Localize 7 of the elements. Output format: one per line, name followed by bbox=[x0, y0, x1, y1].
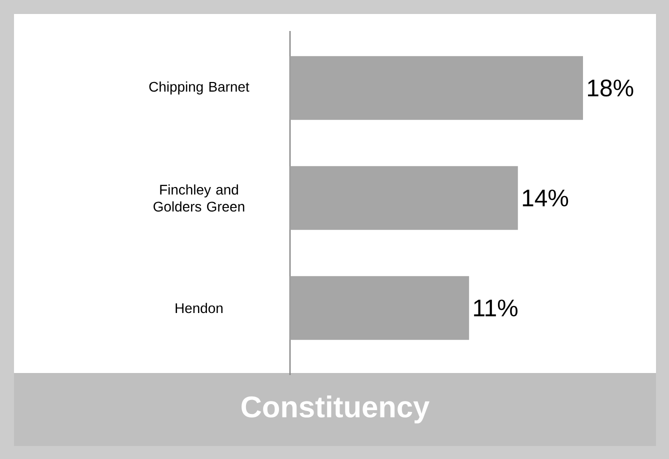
text: Constituency bbox=[242, 396, 430, 424]
y-tick-label: Hendon bbox=[176, 302, 223, 314]
data-label: 18% bbox=[588, 80, 634, 96]
y-tick-label: Chipping Barnet bbox=[149, 81, 250, 94]
y-tick-label: Finchley and Golders Green bbox=[154, 184, 244, 212]
data-label: 14% bbox=[522, 190, 568, 206]
data-label: 11% bbox=[474, 300, 518, 316]
